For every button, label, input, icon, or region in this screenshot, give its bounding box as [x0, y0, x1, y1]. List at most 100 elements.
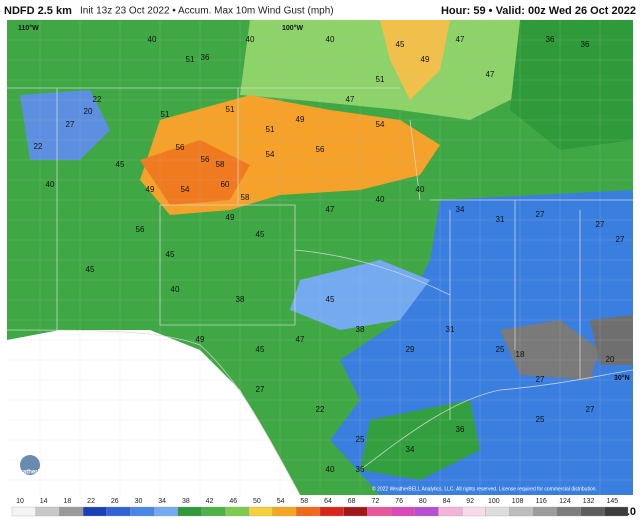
gust-value: 38	[236, 295, 245, 304]
gust-value: 36	[546, 35, 555, 44]
colorbar-swatch	[130, 506, 155, 517]
header-title: NDFD 2.5 km	[4, 5, 72, 17]
gust-value: 20	[84, 107, 93, 116]
lat-label: 30°N	[614, 374, 630, 382]
colorbar-swatch	[296, 506, 321, 517]
gust-value: 36	[581, 40, 590, 49]
gust-value: 27	[616, 235, 625, 244]
colorbar-swatch	[367, 506, 392, 517]
colorbar-swatch	[438, 506, 463, 517]
lon-label: 100°W	[282, 24, 303, 32]
gust-value: 40	[148, 35, 157, 44]
gust-value: 38	[356, 325, 365, 334]
field-blue-nw	[20, 90, 110, 160]
colorbar-label: 132	[583, 498, 595, 505]
gust-value: 58	[241, 193, 250, 202]
gust-value: 45	[86, 265, 95, 274]
colorbar-label: 76	[395, 498, 403, 505]
gust-value: 47	[326, 205, 335, 214]
colorbar-label: 72	[371, 498, 379, 505]
gust-value: 22	[34, 142, 43, 151]
gust-value: 51	[376, 75, 385, 84]
gust-value: 51	[266, 125, 275, 134]
colorbar-swatch	[414, 506, 439, 517]
colorbar-swatch	[35, 506, 60, 517]
gust-value: 27	[256, 385, 265, 394]
lon-label: 110°W	[18, 24, 39, 32]
gust-value: 22	[93, 95, 102, 104]
field-gray-la	[500, 320, 600, 380]
gust-value: 45	[326, 295, 335, 304]
copyright: © 2022 WeatherBELL Analytics, LLC. All r…	[372, 485, 597, 492]
gust-value: 47	[486, 70, 495, 79]
gust-value: 31	[446, 325, 455, 334]
gust-value: 51	[161, 110, 170, 119]
gust-value: 22	[316, 405, 325, 414]
colorbar-swatch	[604, 506, 629, 517]
colorbar-swatch	[319, 506, 344, 517]
gust-value: 56	[176, 143, 185, 152]
gust-value: 54	[181, 185, 190, 194]
colorbar-label: 46	[229, 498, 237, 505]
colorbar-label: 54	[277, 498, 285, 505]
gust-value: 47	[296, 335, 305, 344]
gust-value: 25	[536, 415, 545, 424]
gust-value: 36	[456, 425, 465, 434]
colorbar-swatch	[462, 506, 486, 517]
gust-value: 31	[496, 215, 505, 224]
colorbar-label: 10	[16, 498, 24, 505]
gust-value: 54	[376, 120, 385, 129]
colorbar-swatch	[11, 506, 36, 517]
gust-value: 25	[496, 345, 505, 354]
gust-value: 51	[226, 105, 235, 114]
gust-value: 60	[221, 180, 230, 189]
colorbar-label: 108	[512, 498, 524, 505]
map-field	[6, 20, 634, 496]
colorbar-label: 18	[63, 498, 71, 505]
colorbar-label: 80	[419, 498, 427, 505]
colorbar-swatch	[177, 506, 202, 517]
gust-value: 49	[296, 115, 305, 124]
gust-value: 51	[186, 55, 195, 64]
colorbar-swatch	[82, 506, 107, 517]
colorbar-label: 38	[182, 498, 190, 505]
gust-value: 56	[316, 145, 325, 154]
gust-value: 49	[196, 335, 205, 344]
gust-value: 49	[146, 185, 155, 194]
gust-value: 47	[456, 35, 465, 44]
gust-value: 29	[406, 345, 415, 354]
colorbar-swatch	[556, 506, 581, 517]
gust-value: 25	[356, 435, 365, 444]
gust-value: 27	[66, 120, 75, 129]
colorbar-swatch	[59, 506, 84, 517]
field-green-ne	[510, 20, 633, 150]
gust-value: 20	[606, 355, 615, 364]
colorbar: 10 14 18 22 26 30 34 38 42 46 50 54 58 64 68 72 76 80 84 92…	[11, 498, 629, 517]
logo-text: WeatherBELL	[14, 470, 54, 476]
gust-value: 18	[516, 350, 525, 359]
colorbar-label: 58	[300, 498, 308, 505]
gust-value: 40	[326, 465, 335, 474]
colorbar-swatch	[248, 506, 273, 517]
gust-value: 49	[226, 213, 235, 222]
gust-value: 54	[266, 150, 275, 159]
colorbar-swatch	[509, 506, 534, 517]
gust-value: 27	[596, 220, 605, 229]
colorbar-label: 84	[443, 498, 451, 505]
colorbar-swatch	[201, 506, 226, 517]
gust-value: 49	[421, 55, 430, 64]
colorbar-label: 100	[488, 498, 500, 505]
colorbar-label: 14	[40, 498, 48, 505]
gust-value: 45	[396, 40, 405, 49]
gust-value: 56	[201, 155, 210, 164]
colorbar-label: 50	[253, 498, 261, 505]
gust-value: 47	[346, 95, 355, 104]
colorbar-swatch	[272, 506, 297, 517]
colorbar-swatch	[225, 506, 250, 517]
gust-value: 45	[166, 250, 175, 259]
colorbar-label: 42	[206, 498, 214, 505]
gust-value: 40	[376, 195, 385, 204]
colorbar-label: 92	[466, 498, 474, 505]
colorbar-label: 22	[87, 498, 95, 505]
